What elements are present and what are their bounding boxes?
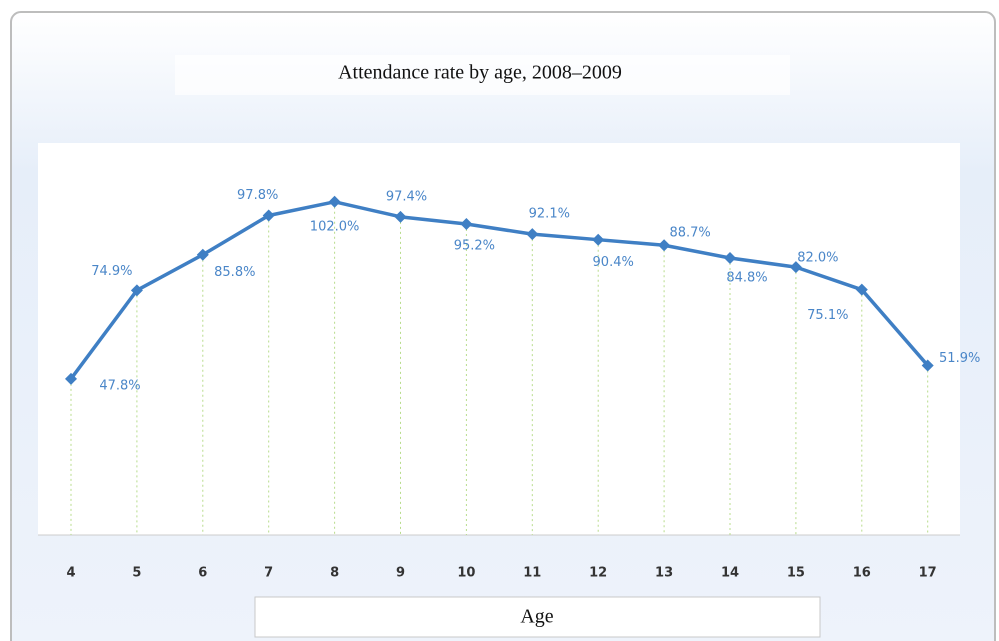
- marker: [328, 195, 341, 208]
- marker: [855, 283, 868, 296]
- marker: [724, 251, 736, 264]
- data-label: 75.1%: [807, 308, 848, 323]
- x-tick-label: 12: [589, 566, 607, 581]
- x-tick-label: 4: [66, 566, 75, 581]
- data-label: 82.0%: [797, 251, 838, 266]
- data-label: 95.2%: [454, 239, 495, 254]
- data-label: 51.9%: [939, 351, 980, 366]
- title-box: [175, 55, 790, 95]
- data-label: 97.4%: [386, 189, 427, 204]
- data-label: 102.0%: [310, 219, 360, 234]
- plot-area: [38, 143, 960, 535]
- data-label: 74.9%: [91, 264, 132, 279]
- marker: [130, 284, 143, 297]
- data-label: 84.8%: [726, 270, 767, 285]
- marker: [526, 228, 539, 241]
- marker: [262, 209, 275, 222]
- x-tick-label: 10: [457, 566, 475, 581]
- x-tick-label: 8: [330, 566, 339, 581]
- x-tick-label: 11: [523, 566, 541, 581]
- data-label: 97.8%: [237, 188, 278, 203]
- data-label: 92.1%: [529, 207, 570, 222]
- marker: [394, 210, 407, 223]
- marker: [921, 359, 934, 372]
- x-tick-label: 6: [198, 566, 207, 581]
- x-tick-label: 17: [919, 566, 937, 581]
- marker: [592, 233, 605, 246]
- x-tick-label: 7: [264, 566, 273, 581]
- marker: [65, 372, 77, 385]
- x-tick-label: 16: [853, 566, 871, 581]
- data-label: 88.7%: [669, 226, 710, 241]
- data-label: 90.4%: [593, 255, 634, 270]
- x-title-box: [254, 596, 821, 638]
- line: [69, 200, 930, 380]
- data-label: 85.8%: [214, 265, 255, 280]
- x-tick-label: 15: [787, 566, 805, 581]
- marker: [196, 248, 209, 261]
- x-axis-title: Age: [520, 606, 553, 628]
- x-tick-label: 9: [396, 566, 405, 581]
- chart-title: Attendance rate by age, 2008–2009: [338, 62, 622, 84]
- x-tick-label: 14: [721, 566, 739, 581]
- data-label: 47.8%: [99, 378, 140, 393]
- x-tick-label: 13: [655, 566, 673, 581]
- marker: [460, 218, 473, 231]
- marker: [658, 239, 671, 252]
- x-tick-label: 5: [132, 566, 141, 581]
- marker: [789, 261, 802, 274]
